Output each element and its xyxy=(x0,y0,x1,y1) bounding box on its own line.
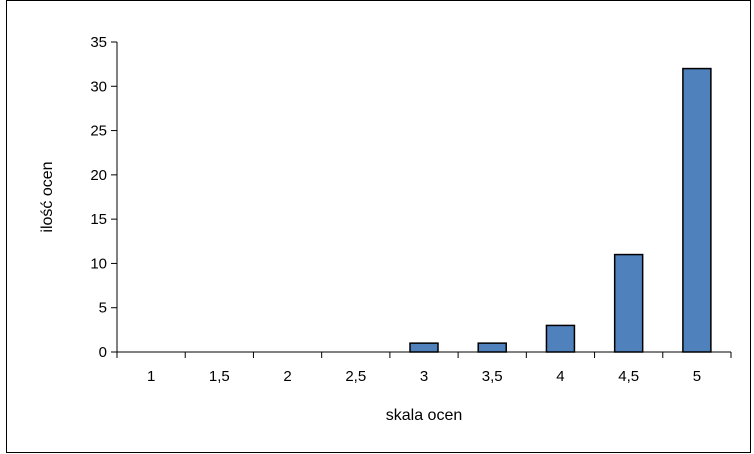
y-tick-label: 25 xyxy=(90,123,107,140)
x-tick-label: 3 xyxy=(420,368,428,385)
y-tick-label: 10 xyxy=(90,255,107,272)
y-axis-ticks: 0 5 10 15 20 25 30 35 xyxy=(90,34,117,361)
x-tick-label: 5 xyxy=(693,368,701,385)
bar xyxy=(613,253,644,353)
chart-frame xyxy=(6,0,751,453)
y-tick-label: 35 xyxy=(90,34,107,51)
x-tick-label: 1,5 xyxy=(209,368,230,385)
x-tick-label: 4 xyxy=(556,368,564,385)
x-tick-label: 4,5 xyxy=(618,368,639,385)
y-tick-label: 0 xyxy=(99,344,107,361)
x-tick-label: 3,5 xyxy=(482,368,503,385)
y-axis-title: ilość ocen xyxy=(39,161,56,232)
y-tick-label: 15 xyxy=(90,211,107,228)
bars-group xyxy=(409,67,712,353)
y-tick-label: 30 xyxy=(90,78,107,95)
bar xyxy=(682,67,712,353)
bar xyxy=(477,342,507,353)
y-tick-label: 20 xyxy=(90,167,107,184)
x-tick-label: 2 xyxy=(283,368,291,385)
bar xyxy=(409,342,439,353)
y-tick-label: 5 xyxy=(99,300,107,317)
x-tick-label: 1 xyxy=(147,368,155,385)
x-axis-title: skala ocen xyxy=(386,407,463,424)
bar xyxy=(545,324,576,353)
x-tick-label: 2,5 xyxy=(345,368,366,385)
x-axis-ticks: 1 1,5 2 2,5 3 3,5 4 4,5 5 xyxy=(116,352,732,385)
